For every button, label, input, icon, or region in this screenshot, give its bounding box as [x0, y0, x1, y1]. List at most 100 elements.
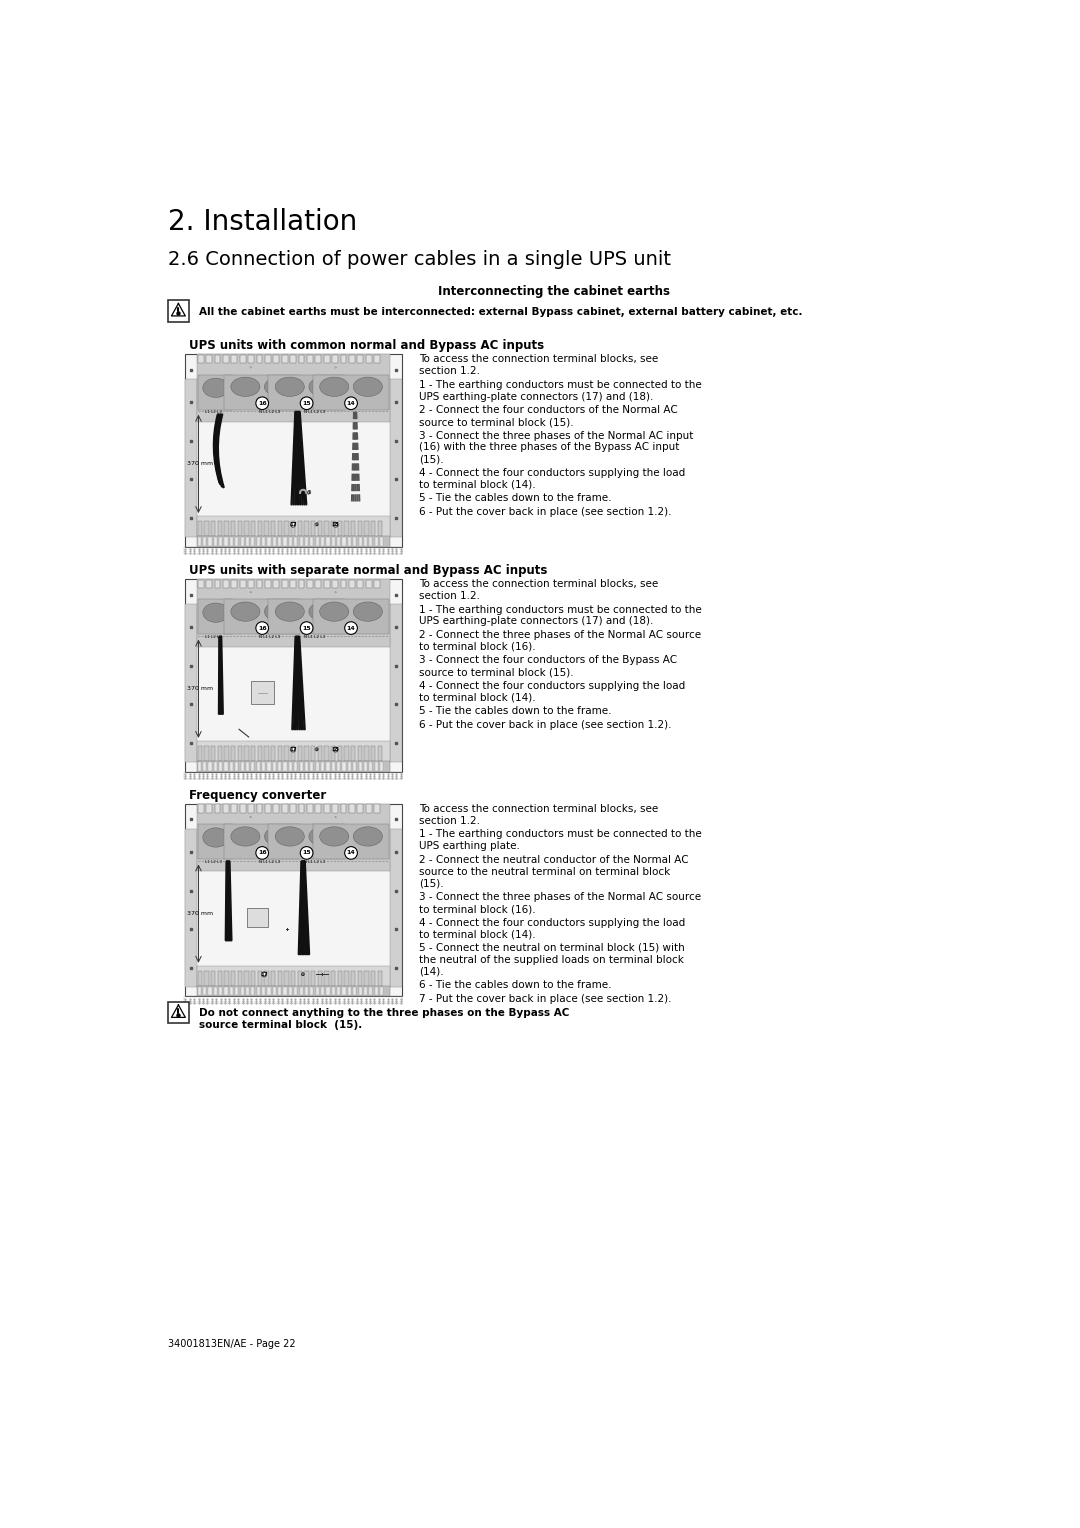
Bar — [351, 521, 355, 536]
Bar — [231, 804, 238, 813]
Bar — [340, 804, 347, 813]
Text: Interconnecting the cabinet earths: Interconnecting the cabinet earths — [437, 286, 670, 298]
Bar — [214, 987, 217, 995]
Ellipse shape — [231, 377, 260, 396]
Text: 4 - Connect the four conductors supplying the load: 4 - Connect the four conductors supplyin… — [419, 917, 685, 927]
Text: All the cabinet earths must be interconnected: external Bypass cabinet, external: All the cabinet earths must be interconn… — [199, 307, 802, 316]
Bar — [225, 746, 229, 761]
Text: 370 mm: 370 mm — [187, 911, 213, 917]
Bar — [218, 521, 222, 536]
Text: 3 - Connect the three phases of the Normal AC source: 3 - Connect the three phases of the Norm… — [419, 892, 701, 902]
Bar — [268, 538, 271, 545]
Bar — [235, 987, 239, 995]
Ellipse shape — [231, 827, 260, 847]
Text: 14: 14 — [347, 400, 355, 406]
Text: (15).: (15). — [419, 879, 443, 889]
Bar — [215, 579, 220, 588]
Text: source to terminal block (15).: source to terminal block (15). — [419, 668, 573, 677]
Bar — [204, 746, 208, 761]
Ellipse shape — [353, 827, 382, 847]
Bar — [375, 762, 378, 770]
Bar — [313, 374, 389, 410]
Bar — [307, 579, 313, 588]
Bar — [298, 579, 305, 588]
Bar — [357, 521, 362, 536]
Bar — [246, 987, 249, 995]
Bar — [378, 521, 382, 536]
Bar — [310, 538, 313, 545]
Bar — [258, 972, 262, 986]
Circle shape — [261, 972, 267, 976]
Bar — [197, 986, 390, 996]
Text: 16: 16 — [258, 400, 267, 406]
Bar — [241, 987, 244, 995]
Bar — [348, 987, 351, 995]
Bar — [265, 972, 269, 986]
Circle shape — [256, 397, 269, 410]
Bar — [282, 579, 287, 588]
Text: 14: 14 — [347, 851, 355, 856]
Text: 5 - Tie the cables down to the frame.: 5 - Tie the cables down to the frame. — [419, 706, 611, 717]
Bar — [184, 996, 403, 1004]
Bar — [278, 987, 281, 995]
Bar — [265, 521, 269, 536]
Bar — [230, 538, 233, 545]
Bar — [315, 579, 321, 588]
Bar — [197, 354, 390, 422]
Bar — [197, 761, 390, 772]
Bar — [364, 538, 367, 545]
Bar — [197, 741, 390, 762]
Bar — [370, 521, 375, 536]
Bar — [215, 354, 220, 364]
Bar — [337, 762, 340, 770]
Ellipse shape — [265, 602, 294, 622]
Bar — [353, 762, 356, 770]
Bar — [313, 599, 389, 634]
Bar — [225, 987, 228, 995]
Text: 16: 16 — [258, 851, 267, 856]
Text: (14).: (14). — [419, 967, 443, 976]
Bar — [271, 972, 275, 986]
Bar — [273, 987, 275, 995]
Bar — [345, 972, 349, 986]
Text: N L1 L2 L3: N L1 L2 L3 — [259, 411, 281, 414]
Bar — [332, 987, 335, 995]
Bar — [244, 972, 248, 986]
Bar — [330, 972, 335, 986]
Text: to terminal block (14).: to terminal block (14). — [419, 692, 536, 703]
Text: L1 L2 L3: L1 L2 L3 — [205, 860, 222, 865]
Bar — [262, 987, 266, 995]
Bar — [257, 579, 262, 588]
Text: 6 - Tie the cables down to the frame.: 6 - Tie the cables down to the frame. — [419, 981, 611, 990]
Bar — [288, 762, 292, 770]
Ellipse shape — [309, 602, 338, 622]
Bar — [340, 354, 347, 364]
Polygon shape — [172, 304, 186, 316]
Text: UPS earthing-plate connectors (17) and (18).: UPS earthing-plate connectors (17) and (… — [419, 616, 653, 626]
Bar — [222, 354, 229, 364]
Bar — [211, 521, 215, 536]
Text: 3 - Connect the three phases of the Normal AC input: 3 - Connect the three phases of the Norm… — [419, 431, 693, 440]
Bar — [167, 1002, 189, 1024]
Text: 4 - Connect the four conductors supplying the load: 4 - Connect the four conductors supplyin… — [419, 468, 685, 478]
Bar — [257, 987, 260, 995]
Text: (15).: (15). — [419, 454, 443, 465]
Bar — [291, 579, 296, 588]
Bar — [291, 354, 296, 364]
Bar — [273, 762, 275, 770]
Text: UPS units with common normal and Bypass AC inputs: UPS units with common normal and Bypass … — [189, 339, 544, 351]
Bar — [278, 538, 281, 545]
Bar — [284, 521, 288, 536]
Bar — [298, 746, 302, 761]
Bar — [265, 804, 271, 813]
Bar — [298, 354, 305, 364]
Text: ⊕: ⊕ — [314, 747, 319, 752]
Bar — [315, 354, 321, 364]
Bar — [215, 804, 220, 813]
Bar — [211, 746, 215, 761]
Bar — [235, 538, 239, 545]
Bar — [246, 908, 268, 927]
Bar — [208, 762, 212, 770]
Bar — [185, 354, 402, 547]
Bar — [206, 579, 212, 588]
